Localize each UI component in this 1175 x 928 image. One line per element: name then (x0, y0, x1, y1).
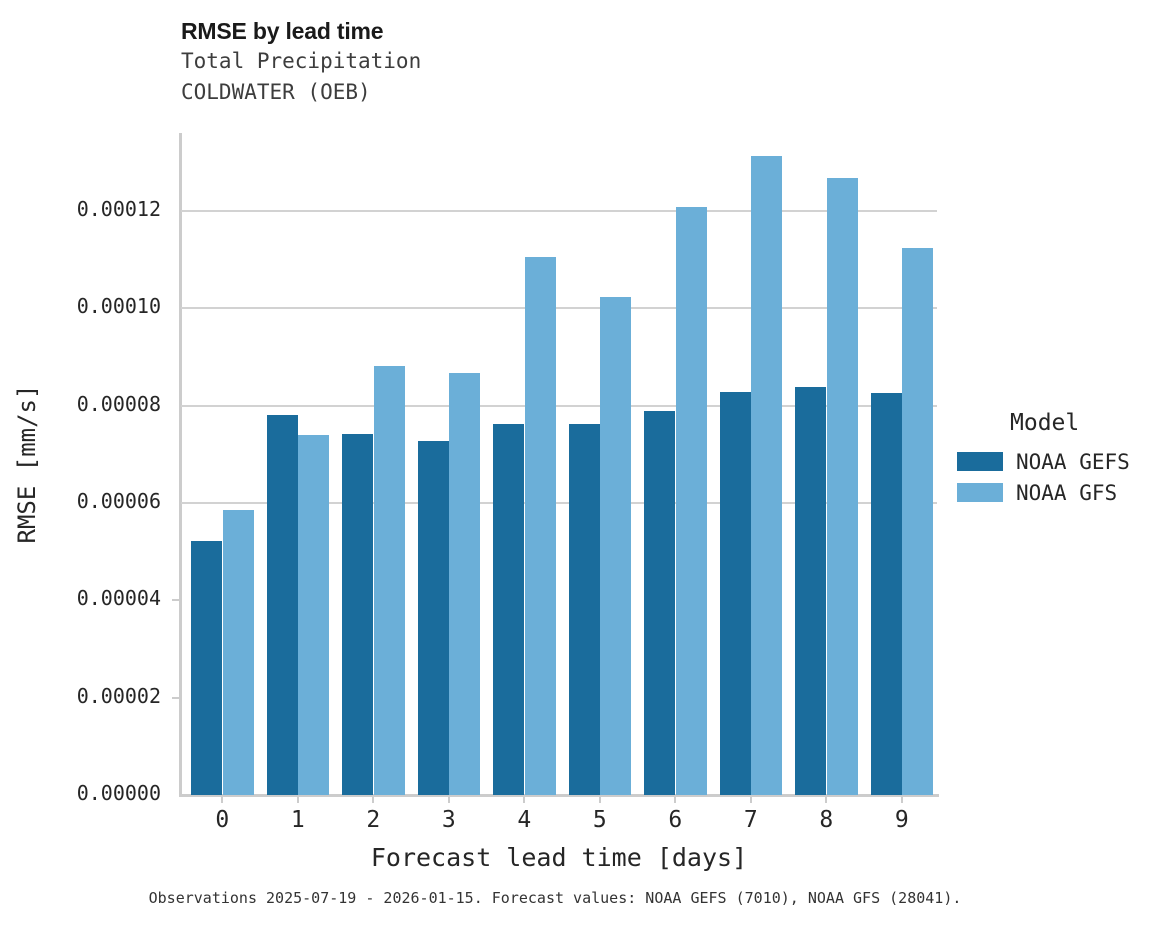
bar-noaa-gefs-day-7[interactable] (719, 392, 751, 795)
y-axis-title: RMSE [mm/s] (13, 384, 41, 544)
x-tick-mark (825, 797, 828, 803)
bar-noaa-gfs-day-3[interactable] (449, 372, 480, 795)
gridline (181, 307, 937, 310)
plot-area (181, 133, 937, 795)
y-axis-line (179, 133, 182, 796)
x-tick-mark (674, 797, 677, 803)
x-tick-label: 6 (668, 807, 683, 833)
bar-noaa-gefs-day-2[interactable] (342, 433, 373, 795)
legend-swatch-icon-noaa-gfs (957, 483, 1003, 502)
bar-noaa-gefs-day-1[interactable] (266, 414, 298, 795)
legend-title: Model (1010, 410, 1080, 436)
x-tick-label: 8 (819, 807, 834, 833)
legend-swatch-icon-noaa-gefs (957, 452, 1003, 471)
x-tick-label: 7 (743, 807, 758, 833)
y-axis-ticks: 0.00000 0.00002 0.00004 0.00006 0.00008 0.000… (0, 0, 179, 928)
bar-noaa-gefs-day-9[interactable] (870, 392, 902, 795)
legend-item-noaa-gefs[interactable]: NOAA GEFS (957, 446, 1172, 477)
x-tick-mark (900, 797, 903, 803)
bar-noaa-gefs-day-8[interactable] (795, 386, 826, 795)
bar-noaa-gefs-day-6[interactable] (644, 410, 675, 795)
bar-noaa-gefs-day-5[interactable] (568, 424, 600, 795)
x-tick-label: 5 (592, 807, 607, 833)
y-tick-label: 0.00008 (76, 391, 161, 416)
y-tick-label: 0.00010 (76, 294, 161, 319)
x-axis-line (179, 794, 939, 797)
x-tick-label: 2 (366, 807, 381, 833)
bar-noaa-gefs-day-4[interactable] (493, 424, 524, 795)
x-tick-label: 9 (894, 807, 909, 833)
y-tick-label: 0.00004 (76, 586, 161, 611)
x-tick-mark (598, 797, 601, 803)
x-tick-label: 3 (441, 807, 456, 833)
bar-noaa-gfs-day-8[interactable] (826, 177, 858, 795)
x-tick-mark (447, 797, 450, 803)
gridline (181, 404, 937, 407)
legend-label-noaa-gfs: NOAA GFS (1016, 480, 1118, 505)
x-tick-mark (221, 797, 224, 803)
bar-noaa-gfs-day-9[interactable] (902, 247, 933, 795)
y-tick-label: 0.00006 (76, 488, 161, 513)
gridline (181, 501, 937, 504)
y-tick-label: 0.00000 (76, 781, 161, 805)
x-tick-label: 1 (290, 807, 305, 833)
subtitle-location: COLDWATER (OEB) (181, 80, 371, 104)
legend: Model NOAA GEFS NOAA GFS (957, 410, 1172, 508)
title-block: RMSE by lead time Total Precipitation CO… (181, 16, 941, 108)
chart-caption: Observations 2025-07-19 - 2026-01-15. Fo… (148, 889, 962, 907)
gridline (181, 209, 937, 212)
bar-noaa-gfs-day-1[interactable] (298, 435, 329, 795)
y-tick-mark (172, 599, 179, 602)
x-axis-title: Forecast lead time [days] (370, 843, 748, 872)
subtitle-variable: Total Precipitation (181, 49, 422, 73)
bar-noaa-gfs-day-6[interactable] (675, 206, 707, 795)
bar-noaa-gfs-day-7[interactable] (751, 155, 782, 795)
x-tick-mark (372, 797, 375, 803)
x-tick-label: 0 (215, 807, 230, 833)
y-tick-label: 0.00002 (76, 683, 161, 708)
x-tick-mark (296, 797, 299, 803)
bar-noaa-gfs-day-2[interactable] (373, 366, 405, 795)
bar-noaa-gefs-day-0[interactable] (191, 541, 222, 795)
bar-noaa-gfs-day-5[interactable] (600, 297, 631, 795)
legend-label-noaa-gefs: NOAA GEFS (1016, 449, 1130, 474)
y-tick-mark (172, 696, 179, 699)
x-tick-mark (749, 797, 752, 803)
x-tick-label: 4 (517, 807, 532, 833)
legend-item-noaa-gfs[interactable]: NOAA GFS (957, 477, 1172, 508)
bar-noaa-gfs-day-0[interactable] (222, 510, 254, 795)
page-title: RMSE by lead time (181, 18, 384, 44)
bar-noaa-gfs-day-4[interactable] (524, 257, 556, 795)
x-tick-mark (523, 797, 526, 803)
y-tick-label: 0.00012 (76, 196, 161, 221)
bar-noaa-gefs-day-3[interactable] (417, 440, 449, 795)
